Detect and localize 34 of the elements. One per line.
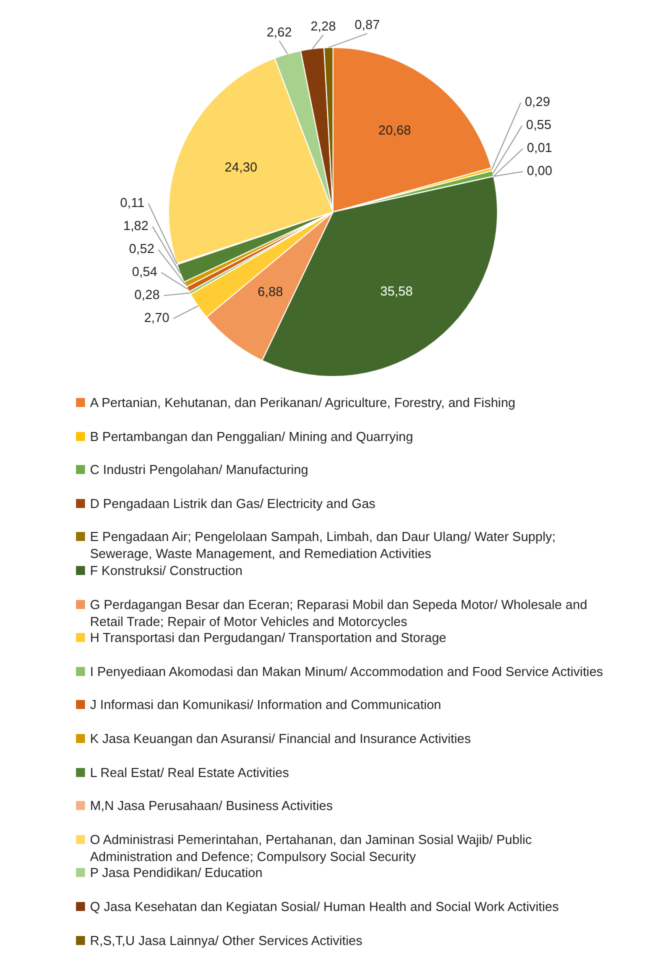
data-label: 0,55 — [526, 117, 552, 132]
data-label: 2,28 — [310, 18, 336, 34]
data-label: 2,62 — [266, 24, 292, 40]
legend-label: L Real Estat/ Real Estate Activities — [90, 764, 289, 781]
data-label: 24,30 — [224, 160, 258, 175]
legend-label: H Transportasi dan Pergudangan/ Transportation and Storage — [90, 629, 446, 646]
data-label: 1,82 — [123, 218, 149, 234]
data-label: 0,11 — [120, 195, 144, 210]
legend-label: M,N Jasa Perusahaan/ Business Activities — [90, 797, 333, 814]
text: 0,00 — [526, 163, 552, 178]
legend-label: I Penyediaan Akomodasi dan Makan Minum/ Accommodation and Food Service Activities — [90, 662, 604, 680]
legend-label: C Industri Pengolahan/ Manufacturing — [90, 461, 308, 478]
legend-label: J Informasi dan Komunikasi/ Information and Communication — [90, 696, 442, 714]
data-label: 0,28 — [134, 287, 160, 302]
legend-label: A Pertanian, Kehutanan, dan Perikanan/ Agriculture, Forestry, and Fishing — [90, 394, 516, 411]
data-label: 35,58 — [380, 283, 413, 298]
legend-label: E Pengadaan Air; Pengelolaan Sampah, Limbah, dan Daur Ulang/ Water Supply; Sewerage, Waste Management, and Remediation Activities — [90, 528, 557, 562]
legend-label: F Konstruksi/ Construction — [90, 562, 242, 579]
data-label: 2,70 — [144, 310, 170, 326]
data-label: 0,87 — [354, 17, 380, 32]
legend-label: G Perdagangan Besar dan Eceran; Reparasi Mobil dan Sepeda Motor/ Wholesale and Retail Trade; Repair of Motor Vehicles and Motorcycles — [90, 596, 588, 630]
data-label: 6,88 — [258, 284, 283, 300]
legend-label: D Pengadaan Listrik dan Gas/ Electricity and Gas — [90, 494, 376, 512]
data-label: 20,68 — [378, 122, 411, 138]
data-label: 0,29 — [524, 94, 550, 110]
legend-label: R,S,T,U Jasa Lainnya/ Other Services Activities — [90, 932, 362, 948]
data-label: 0,01 — [526, 140, 552, 156]
legend-label: B Pertambangan dan Penggalian/ Mining and Quarrying — [90, 428, 414, 445]
legend-label: K Jasa Keuangan dan Asuransi/ Financial and Insurance Activities — [90, 730, 471, 747]
data-label: 0,54 — [132, 264, 158, 280]
legend-label: Q Jasa Kesehatan dan Kegiatan Sosial/ Human Health and Social Work Activities — [90, 898, 559, 915]
legend-label: O Administrasi Pemerintahan, Pertahanan, dan Jaminan Sosial Wajib/ Public Administration and Defence; Compulsory Social Security — [90, 830, 533, 865]
legend-label: P Jasa Pendidikan/ Education — [90, 864, 262, 882]
data-label: 0,52 — [129, 241, 154, 256]
